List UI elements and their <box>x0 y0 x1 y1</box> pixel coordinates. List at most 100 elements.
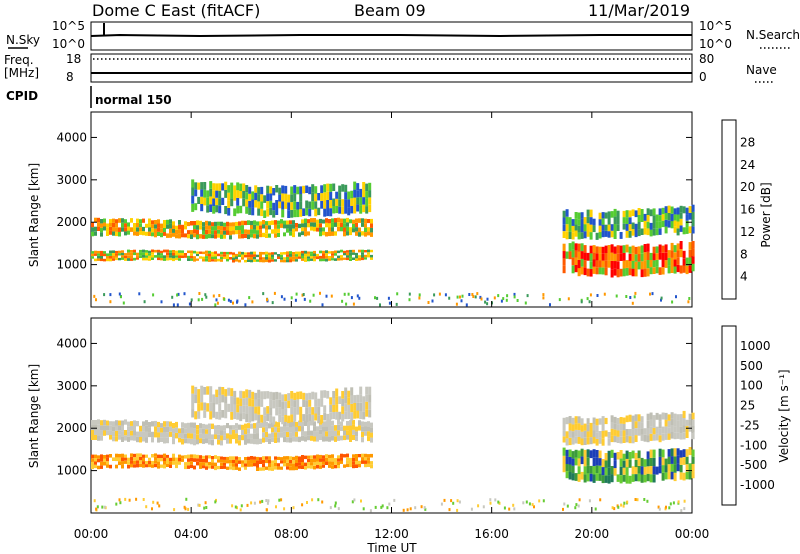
velocity-cell <box>583 458 587 467</box>
velocity-cell <box>163 437 166 444</box>
velocity-cell <box>221 410 225 418</box>
velocity-cell <box>278 414 282 423</box>
power-cell <box>340 218 343 223</box>
velocity-cell <box>199 462 202 466</box>
power-cell <box>118 253 121 256</box>
velocity-cell <box>365 401 369 410</box>
power-cell <box>187 230 190 235</box>
power-cell <box>241 225 244 230</box>
velocity-cell <box>592 474 596 483</box>
velocity-cell <box>139 436 142 443</box>
power-cell <box>208 256 211 260</box>
power-cell <box>646 228 650 236</box>
power-cell <box>148 250 151 254</box>
velocity-cell <box>316 454 319 458</box>
power-cell <box>290 202 294 210</box>
velocity-cell <box>118 453 121 458</box>
velocity-cell <box>178 461 181 465</box>
power-cell <box>592 252 596 260</box>
velocity-noise-cell <box>362 507 365 511</box>
power-cell <box>224 189 228 198</box>
power-cell <box>250 254 253 257</box>
velocity-cell <box>302 414 306 422</box>
power-cell <box>310 256 313 259</box>
power-cell <box>332 206 336 214</box>
power-cell <box>112 227 115 232</box>
velocity-cell <box>343 425 346 431</box>
power-cell <box>235 253 238 257</box>
velocity-cell <box>352 454 355 458</box>
velocity-cell <box>370 464 373 469</box>
power-cell <box>121 255 124 258</box>
velocity-cell <box>94 435 97 440</box>
power-cell <box>190 255 193 259</box>
power-cell <box>205 234 208 239</box>
power-cell <box>637 229 641 237</box>
velocity-noise-cell <box>95 507 98 511</box>
power-cell <box>320 185 324 194</box>
velocity-cell <box>250 456 253 460</box>
velocity-cell <box>574 423 578 430</box>
velocity-colorbar-label: Velocity [m s⁻¹] <box>777 369 791 462</box>
power-cell <box>364 232 367 237</box>
velocity-cell <box>199 433 202 439</box>
velocity-noise-cell <box>420 505 423 509</box>
power-cell <box>313 222 316 227</box>
power-cell <box>262 259 265 263</box>
power-cell <box>232 230 235 235</box>
power-cell <box>193 229 196 234</box>
velocity-cell <box>160 454 163 458</box>
power-cell <box>169 228 172 234</box>
power-noise-cell <box>266 298 268 302</box>
velocity-cell <box>316 458 319 462</box>
velocity-cell <box>682 457 686 465</box>
velocity-cell <box>328 425 331 431</box>
power-noise-cell <box>687 300 690 304</box>
power-noise-cell <box>356 294 359 298</box>
velocity-cell <box>160 423 163 428</box>
power-cell <box>218 205 222 214</box>
power-noise-cell <box>688 297 691 300</box>
power-cell <box>230 198 234 207</box>
velocity-cell <box>212 402 216 410</box>
velocity-cell <box>667 420 671 428</box>
power-cell <box>355 222 358 228</box>
velocity-cell <box>244 463 247 467</box>
velocity-noise-cell <box>594 507 597 511</box>
power-cell <box>217 258 220 262</box>
power-cell <box>200 189 204 197</box>
power-cell <box>643 252 647 261</box>
velocity-cell <box>670 432 674 439</box>
velocity-cell <box>595 438 599 446</box>
velocity-cell <box>290 414 294 423</box>
velocity-cell <box>350 412 354 421</box>
power-noise-cell <box>271 301 274 305</box>
velocity-cell <box>205 433 208 439</box>
power-cell <box>589 261 593 269</box>
power-cell <box>298 232 301 237</box>
velocity-cell <box>322 458 325 462</box>
power-cell <box>299 209 303 217</box>
velocity-cell <box>289 459 292 464</box>
velocity-cell <box>166 461 169 464</box>
velocity-cell <box>211 423 214 429</box>
power-cell <box>320 193 324 201</box>
power-cell <box>613 261 617 269</box>
power-colorbar-tick: 20 <box>740 180 755 194</box>
velocity-cell <box>278 407 282 415</box>
velocity-cell <box>286 421 289 427</box>
velocity-cell <box>362 396 366 404</box>
power-cell <box>245 192 249 200</box>
power-cell <box>655 246 659 254</box>
velocity-cell <box>601 459 605 467</box>
power-cell <box>172 221 175 226</box>
power-cell <box>191 195 195 204</box>
velocity-cell <box>370 432 373 438</box>
power-cell <box>688 226 692 234</box>
power-noise-cell <box>513 292 516 296</box>
power-cell <box>208 229 211 234</box>
velocity-cell <box>325 454 328 458</box>
power-cell <box>304 256 307 260</box>
power-cell <box>245 185 249 193</box>
power-cell <box>673 220 677 227</box>
